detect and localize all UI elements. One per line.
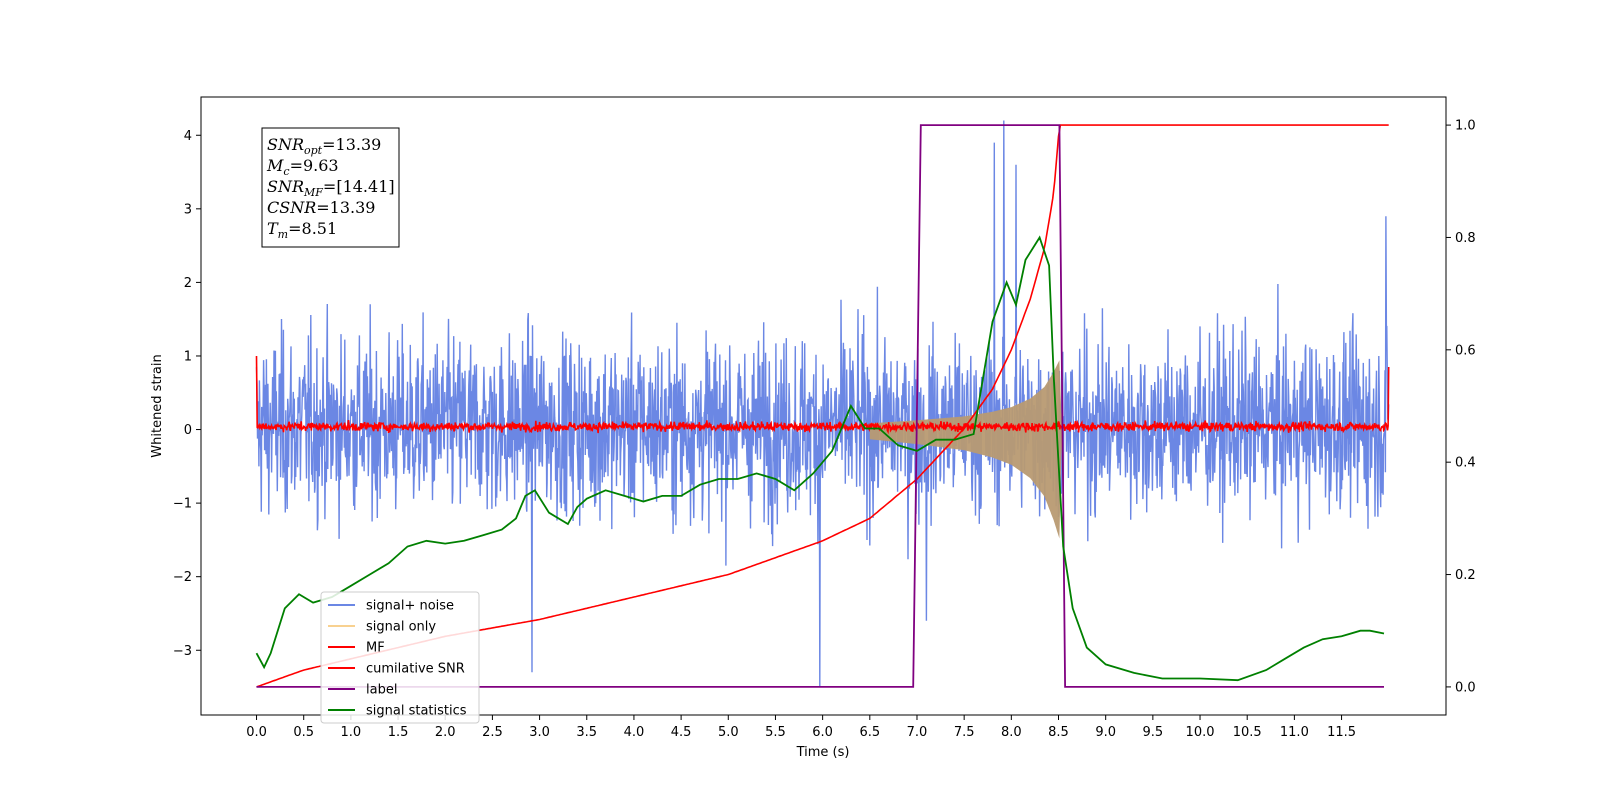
x-tick-label: 10.0 xyxy=(1186,725,1215,740)
legend-entry-label: signal statistics xyxy=(366,704,467,719)
annotation-symbol: M xyxy=(266,156,284,175)
annotation-value: =8.51 xyxy=(288,219,337,238)
annotation-value: =13.39 xyxy=(316,198,375,217)
annotation-symbol: SNR xyxy=(267,177,304,196)
annotation-box: SNRopt=13.39Mc=9.63SNRMF=[14.41]CSNR=13.… xyxy=(261,127,400,248)
series-signal-statistics-line xyxy=(255,235,1385,682)
y-axis-label: Whitened strain xyxy=(150,354,165,457)
y-axis-left: −3 −2 −1 0 1 2 3 4 xyxy=(173,129,201,659)
annotation-subscript: MF xyxy=(303,186,323,199)
y2-tick-label: 0.0 xyxy=(1455,680,1476,695)
x-tick-label: 2.5 xyxy=(482,725,503,740)
x-tick-label: 10.5 xyxy=(1233,725,1262,740)
annotation-line: Tm=8.51 xyxy=(267,219,337,241)
series-signal-noise-line xyxy=(255,120,1390,688)
x-tick-label: 6.5 xyxy=(859,725,880,740)
x-tick-label: 0.5 xyxy=(293,725,314,740)
legend-frame xyxy=(320,591,480,724)
x-tick-label: 6.0 xyxy=(812,725,833,740)
series-mf-line xyxy=(255,355,1390,435)
annotation-line: Mc=9.63 xyxy=(266,156,339,178)
legend-entry-label: label xyxy=(366,683,397,698)
annotation-frame xyxy=(261,127,400,248)
annotation-symbol: T xyxy=(267,219,279,238)
annotation-value: =[14.41] xyxy=(323,177,395,196)
series-signal-only-fill xyxy=(869,360,1064,539)
y2-tick-label: 0.6 xyxy=(1455,343,1476,358)
x-tick-label: 9.5 xyxy=(1143,725,1164,740)
x-tick-label: 9.0 xyxy=(1095,725,1116,740)
x-tick-label: 0.0 xyxy=(246,725,267,740)
x-tick-label: 5.5 xyxy=(765,725,786,740)
x-tick-label: 7.0 xyxy=(907,725,928,740)
x-tick-label: 1.5 xyxy=(388,725,409,740)
y-tick-label: 2 xyxy=(184,276,192,291)
y-tick-label: 1 xyxy=(184,349,192,364)
x-tick-label: 11.5 xyxy=(1327,725,1356,740)
y2-tick-label: 0.2 xyxy=(1455,568,1476,583)
annotation-subscript: opt xyxy=(304,144,323,157)
y-tick-label: 4 xyxy=(184,129,192,144)
y2-tick-label: 0.8 xyxy=(1455,231,1476,246)
annotation-symbol: CSNR xyxy=(267,198,316,217)
y-tick-label: 3 xyxy=(184,202,192,217)
y-tick-label: 0 xyxy=(184,423,192,438)
legend-entry-label: signal only xyxy=(366,620,436,635)
annotation-subscript: m xyxy=(278,228,288,241)
x-tick-label: 1.0 xyxy=(341,725,362,740)
x-axis-label: Time (s) xyxy=(796,745,850,760)
annotation-line: CSNR=13.39 xyxy=(267,198,375,217)
legend-entry-label: cumilative SNR xyxy=(366,662,465,677)
annotation-subscript: c xyxy=(283,165,289,178)
legend-entry-label: signal+ noise xyxy=(366,599,454,614)
y-tick-label: −1 xyxy=(173,497,192,512)
legend-entry-label: MF xyxy=(366,641,385,656)
axes-frame xyxy=(200,96,1447,716)
x-tick-label: 4.5 xyxy=(671,725,692,740)
legend: signal+ noise signal only MF cumilative SNR… xyxy=(320,591,480,724)
annotation-value: =9.63 xyxy=(290,156,339,175)
y-axis-right: 0.0 0.2 0.4 0.6 0.8 1.0 xyxy=(1446,119,1476,695)
y2-tick-label: 1.0 xyxy=(1455,119,1476,134)
series-label-line xyxy=(256,124,1384,688)
y2-tick-label: 0.4 xyxy=(1455,456,1476,471)
annotation-line: SNRopt=13.39 xyxy=(267,135,381,157)
x-tick-label: 7.5 xyxy=(954,725,975,740)
x-tick-label: 3.5 xyxy=(576,725,597,740)
x-tick-label: 3.0 xyxy=(529,725,550,740)
x-tick-label: 8.5 xyxy=(1048,725,1069,740)
annotation-symbol: SNR xyxy=(267,135,304,154)
x-tick-label: 11.0 xyxy=(1280,725,1309,740)
x-tick-label: 2.0 xyxy=(435,725,456,740)
x-axis: 0.0 0.5 1.0 1.5 2.0 2.5 3.0 3.5 4.0 4.5 5.0 5.5 6.0 6… xyxy=(246,715,1356,740)
x-tick-label: 4.0 xyxy=(624,725,645,740)
x-tick-label: 8.0 xyxy=(1001,725,1022,740)
annotation-value: =13.39 xyxy=(322,135,381,154)
y-tick-label: −2 xyxy=(173,570,192,585)
y-tick-label: −3 xyxy=(173,644,192,659)
x-tick-label: 5.0 xyxy=(718,725,739,740)
annotation-line: SNRMF=[14.41] xyxy=(267,177,395,199)
